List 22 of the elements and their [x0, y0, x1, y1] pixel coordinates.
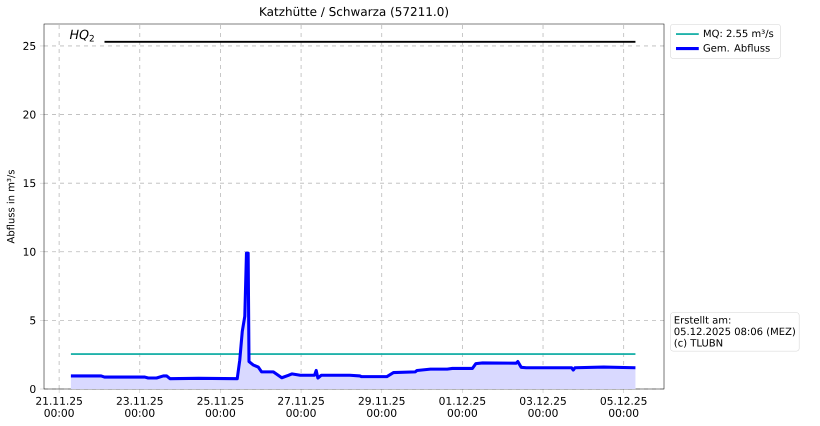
y-tick-label: 25	[23, 42, 36, 50]
y-tick-label: 0	[30, 384, 36, 394]
text: 05.12.2025 08:06 (MEZ)	[674, 327, 795, 336]
x-tick-label: 25.11.25 00:00	[197, 396, 244, 417]
x-tick-label: 21.11.25 00:00	[36, 396, 82, 417]
x-tick-label: 05.12.25 00:00	[600, 396, 646, 417]
text: Erstellt am:	[674, 316, 730, 324]
x-tick-label: 29.11.25 00:00	[358, 396, 405, 417]
y-tick-label: 20	[23, 110, 36, 119]
y-tick-label: 15	[24, 179, 36, 188]
y-tick-label: 5	[30, 316, 36, 324]
y-tick-label: 10	[24, 248, 36, 256]
x-tick-label: 23.11.25 00:00	[116, 396, 163, 417]
legend-label: MQ: 2.55 m³/s	[704, 30, 774, 38]
x-tick-label: 01.12.25 00:00	[439, 396, 486, 417]
annotation: HQ$_{2}$	[70, 30, 94, 42]
text: (c) TLUBN	[674, 338, 722, 348]
x-tick-label: 03.12.25 00:00	[520, 396, 566, 417]
legend-label: Gem. Abfluss	[704, 44, 770, 52]
y-axis-title: Abfluss in m³/s	[6, 170, 16, 244]
x-tick-label: 27.11.25 00:00	[278, 396, 324, 417]
chart-title: Katzhütte / Schwarza (57211.0)	[260, 6, 448, 18]
